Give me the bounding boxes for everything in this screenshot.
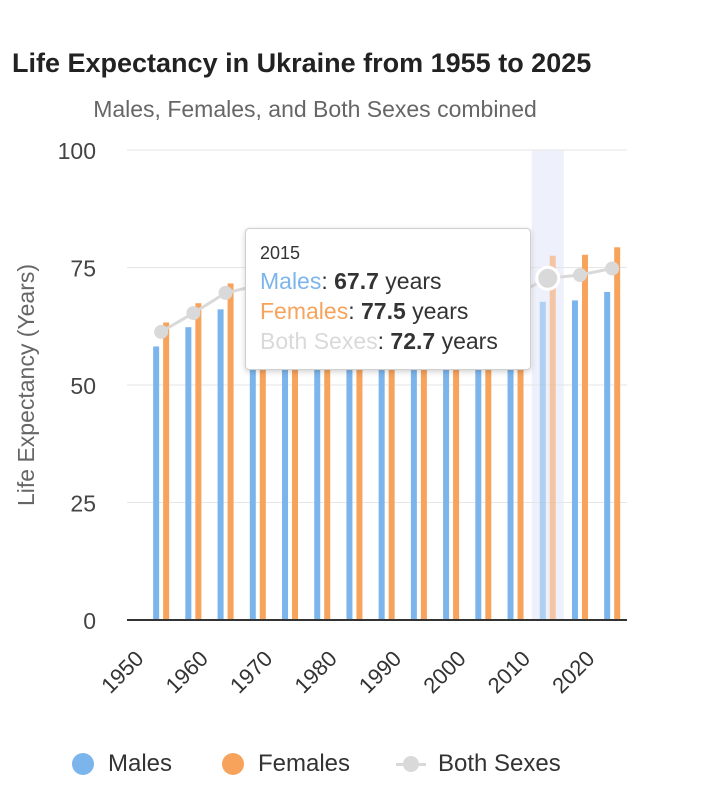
bar-males [475,328,482,620]
tooltip-year: 2015 [260,243,301,263]
x-tick-label: 1990 [354,646,406,698]
legend-item-both-sexes[interactable]: Both Sexes [396,750,561,778]
tooltip-both-label: Both Sexes [260,328,378,354]
bar-males [153,346,160,620]
point-both-sexes [154,324,169,339]
bar-males [604,291,611,620]
x-tick-label: 1950 [96,646,148,698]
tooltip-males-label: Males [260,268,322,294]
bar-males [410,331,417,620]
y-axis-label: Life Expectancy (Years) [13,264,39,506]
tooltip-unit: years [405,298,469,324]
chart-title: Life Expectancy in Ukraine from 1955 to … [12,48,592,78]
bar-males [443,327,450,620]
bar-males [378,313,385,620]
y-tick-label: 25 [70,491,96,517]
point-both-sexes [572,268,587,283]
bar-males [571,300,578,620]
tooltip-both-row: Both Sexes: 72.7 years [260,326,516,356]
tooltip-sep: : [377,328,391,354]
y-tick-label: 0 [83,608,96,634]
bar-males [346,316,353,620]
y-tick-label: 75 [70,256,96,282]
point-both-sexes [605,261,620,276]
bar-males [507,321,514,620]
x-tick-label: 2020 [547,646,599,698]
bar-females [581,254,588,620]
tooltip-unit: years [435,328,498,354]
y-tick-label: 100 [58,138,96,164]
bar-females [549,255,556,620]
bar-females [324,271,331,620]
tooltip-females-label: Females [260,298,349,324]
bar-females [485,275,492,620]
bar-males [314,313,321,620]
legend-item-males[interactable]: Males [72,750,172,778]
tooltip-males-value: 67.7 [334,268,379,294]
legend: Males Females Both Sexes [0,750,709,782]
legend-both-label: Both Sexes [438,750,561,777]
legend-males-label: Males [108,750,173,777]
tooltip-sep: : [348,298,361,324]
tooltip-unit: years [378,268,442,294]
tooltip-both-value: 72.7 [390,328,436,354]
bar-females [195,303,202,620]
bar-females [163,322,170,620]
bar-females [517,267,524,620]
bar-males [249,303,256,620]
x-tick-label: 1970 [225,646,277,698]
chart-subtitle: Males, Females, and Both Sexes combined [93,96,537,122]
point-both-sexes [186,306,201,321]
tooltip-females-value: 77.5 [360,298,406,324]
bar-males [217,309,224,620]
bar-males [282,306,289,620]
legend-item-females[interactable]: Females [222,750,350,778]
bar-males [539,301,546,620]
bar-females [420,277,427,620]
bar-females [259,273,266,620]
tooltip: 2015 Males: 67.7 years Females: 77.5 yea… [245,228,531,370]
bar-females [292,272,299,620]
bar-females [614,247,621,621]
legend-males-marker [72,753,94,775]
bar-females [356,270,363,620]
legend-both-marker [396,753,426,775]
x-tick-label: 1960 [161,646,213,698]
bar-males [185,327,192,620]
tooltip-males-row: Males: 67.7 years [260,266,516,296]
bar-females [453,275,460,620]
point-both-sexes [535,265,561,291]
legend-females-marker [222,753,244,775]
x-tick-label: 1980 [289,646,341,698]
tooltip-sep: : [321,268,335,294]
y-tick-label: 50 [70,373,96,399]
bar-females [227,283,234,620]
x-tick-label: 2010 [483,646,535,698]
bar-females [388,269,395,620]
point-both-sexes [218,285,233,300]
x-tick-label: 2000 [418,646,470,698]
legend-females-label: Females [258,750,351,777]
tooltip-females-row: Females: 77.5 years [260,296,516,326]
